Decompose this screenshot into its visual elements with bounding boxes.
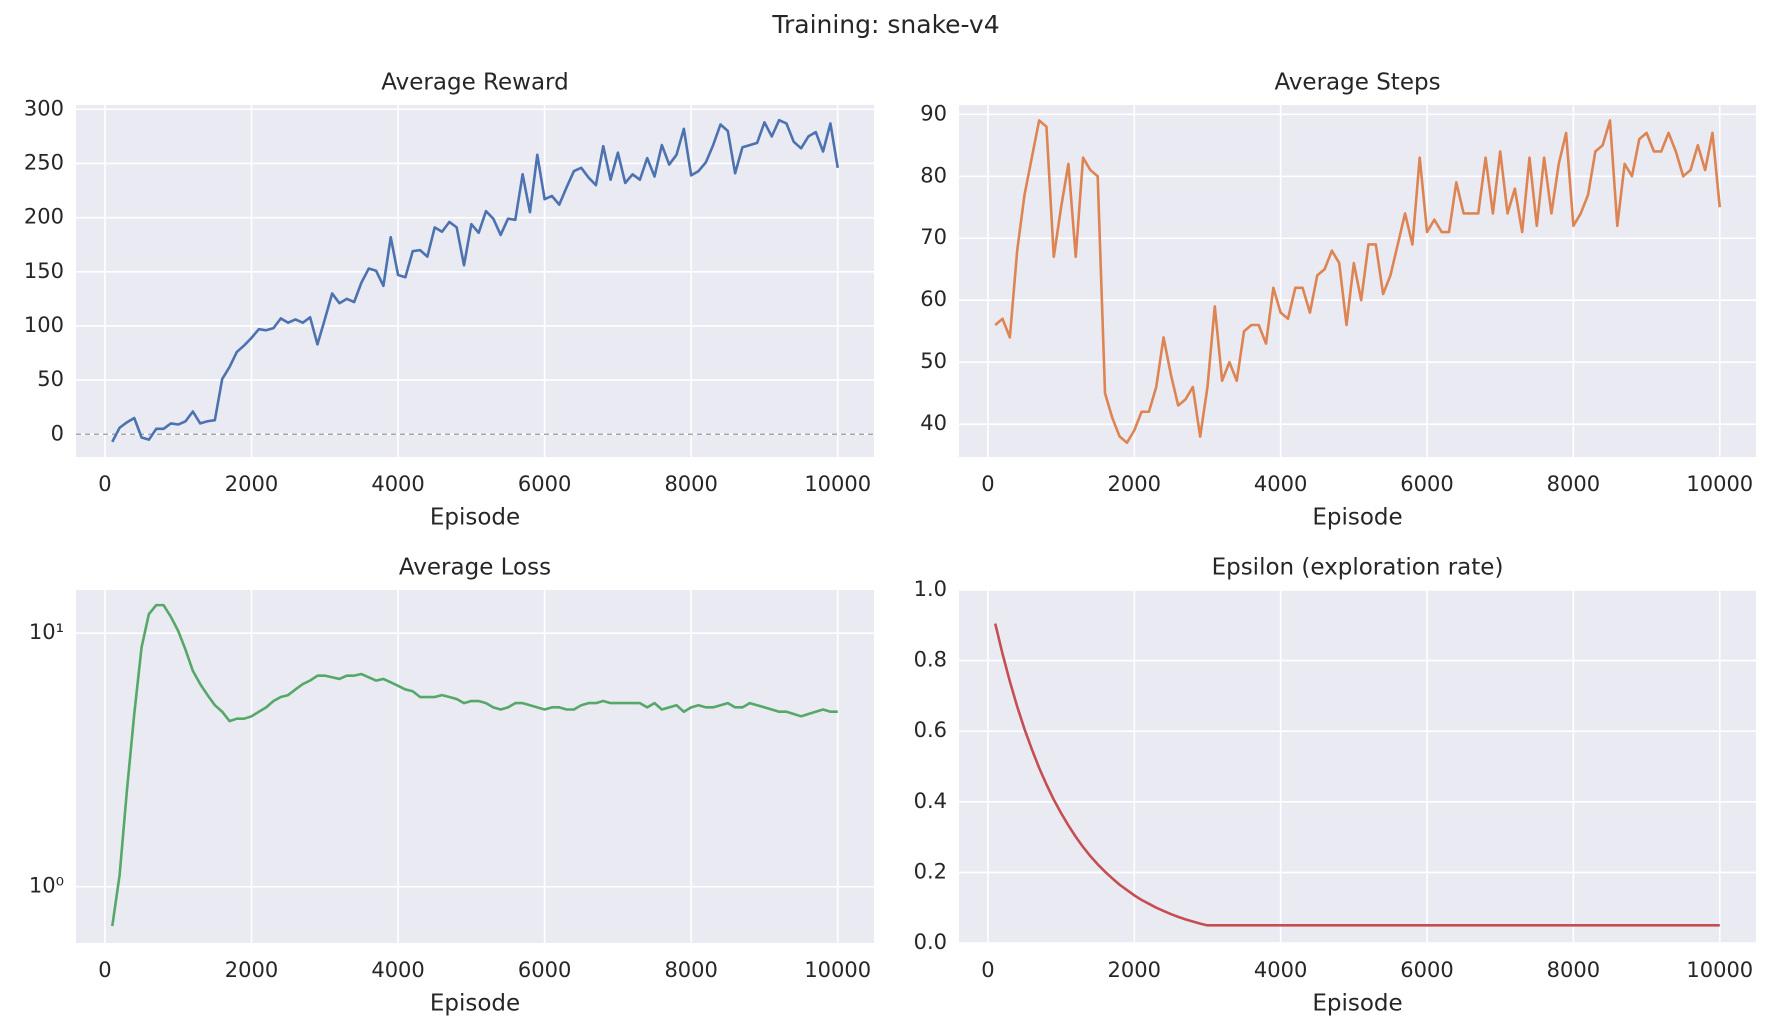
subplot-title: Average Loss: [399, 555, 551, 581]
x-tick-label: 8000: [1547, 472, 1600, 496]
y-tick-label: 150: [24, 259, 64, 283]
x-tick-label: 4000: [371, 958, 424, 982]
plot-area: [76, 590, 874, 943]
x-axis-label: Episode: [430, 505, 520, 531]
data-line: [993, 623, 1720, 927]
x-tick-label: 8000: [664, 958, 717, 982]
y-tick-label: 300: [24, 96, 64, 120]
x-tick-label: 2000: [1108, 472, 1161, 496]
data-line: [994, 119, 1722, 445]
subplot-title: Average Steps: [1274, 70, 1440, 96]
x-tick-label: 0: [981, 958, 994, 982]
subplot-title: Epsilon (exploration rate): [1212, 555, 1504, 581]
x-axis-label: Episode: [1312, 991, 1402, 1017]
figure-title: Training: snake-v4: [771, 10, 999, 39]
x-tick-label: 10000: [1686, 472, 1753, 496]
y-tick-label: 10¹: [29, 620, 64, 644]
x-tick-label: 4000: [1254, 472, 1307, 496]
y-tick-label: 80: [920, 163, 947, 187]
y-tick-label: 60: [920, 287, 947, 311]
subplot: 0 2000 4000 6000 8000 10000 0.0 0.2 0.4 0.6 0.8 1.0…: [914, 555, 1756, 1017]
x-tick-label: 10000: [804, 958, 871, 982]
y-tick-label: 0.8: [914, 648, 947, 672]
x-tick-label: 10000: [1686, 958, 1753, 982]
plot-area: [959, 590, 1756, 943]
y-tick-label: 0.2: [914, 859, 947, 883]
y-tick-label: 0: [51, 421, 64, 445]
y-tick-label: 10⁰: [29, 874, 64, 898]
x-tick-label: 6000: [1400, 472, 1453, 496]
x-tick-label: 6000: [518, 958, 571, 982]
y-tick-label: 70: [920, 225, 947, 249]
subplot-title: Average Reward: [381, 70, 568, 96]
y-tick-label: 0.6: [914, 718, 947, 742]
x-tick-label: 2000: [1108, 958, 1161, 982]
y-tick-label: 250: [24, 150, 64, 174]
y-tick-label: 0.0: [914, 930, 947, 954]
data-line: [110, 603, 838, 927]
y-tick-label: 100: [24, 313, 64, 337]
x-axis-label: Episode: [430, 991, 520, 1017]
x-axis-label: Episode: [1312, 505, 1402, 531]
x-tick-label: 0: [981, 472, 994, 496]
plot-area: [76, 105, 874, 457]
x-tick-label: 0: [98, 472, 111, 496]
y-tick-label: 40: [920, 411, 947, 435]
y-tick-label: 200: [24, 205, 64, 229]
data-line: [111, 118, 840, 443]
y-tick-label: 50: [920, 349, 947, 373]
x-tick-label: 2000: [225, 472, 278, 496]
y-tick-label: 90: [920, 101, 947, 125]
subplot: 0 2000 4000 6000 8000 10000 40 50 60 70 80 90 Averag…: [920, 70, 1756, 531]
x-tick-label: 6000: [1400, 958, 1453, 982]
x-tick-label: 10000: [804, 472, 871, 496]
x-tick-label: 4000: [1254, 958, 1307, 982]
subplot: 0 2000 4000 6000 8000 10000 10⁰ 10¹ Average Loss…: [29, 555, 874, 1017]
x-tick-label: 8000: [664, 472, 717, 496]
y-tick-label: 0.4: [914, 789, 947, 813]
x-tick-label: 8000: [1547, 958, 1600, 982]
x-tick-label: 0: [98, 958, 111, 982]
subplot: 0 2000 4000 6000 8000 10000 0 50 100 150 200 250 300…: [24, 70, 874, 531]
x-tick-label: 6000: [518, 472, 571, 496]
x-tick-label: 4000: [371, 472, 424, 496]
y-tick-label: 50: [37, 367, 64, 391]
y-tick-label: 1.0: [914, 577, 947, 601]
x-tick-label: 2000: [225, 958, 278, 982]
